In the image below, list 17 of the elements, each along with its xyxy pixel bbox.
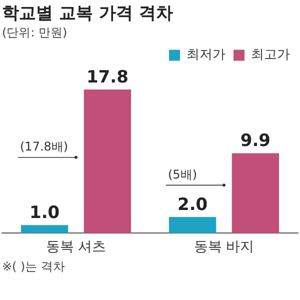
data-label: 17.8 bbox=[86, 67, 128, 88]
legend-label: 최저가 bbox=[186, 48, 226, 63]
data-label: 9.9 bbox=[240, 131, 271, 152]
chart-title: 학교별 교복 가격 격차 bbox=[2, 4, 173, 24]
data-label: 2.0 bbox=[177, 194, 208, 215]
data-label: 1.0 bbox=[29, 203, 60, 224]
x-tick-label: 동복 바지 bbox=[194, 239, 254, 256]
chart-subtitle: (단위: 만원) bbox=[2, 26, 68, 40]
text: ※( )는 격차 bbox=[2, 259, 66, 274]
bar bbox=[168, 217, 216, 234]
bar bbox=[84, 90, 132, 234]
annotation: (5배) bbox=[168, 167, 197, 182]
legend-label: 최고가 bbox=[251, 48, 290, 63]
annotation: (17.8배) bbox=[20, 139, 68, 154]
x-tick-label: 동복 셔츠 bbox=[46, 239, 106, 256]
bar bbox=[232, 153, 280, 234]
bar bbox=[20, 225, 68, 234]
